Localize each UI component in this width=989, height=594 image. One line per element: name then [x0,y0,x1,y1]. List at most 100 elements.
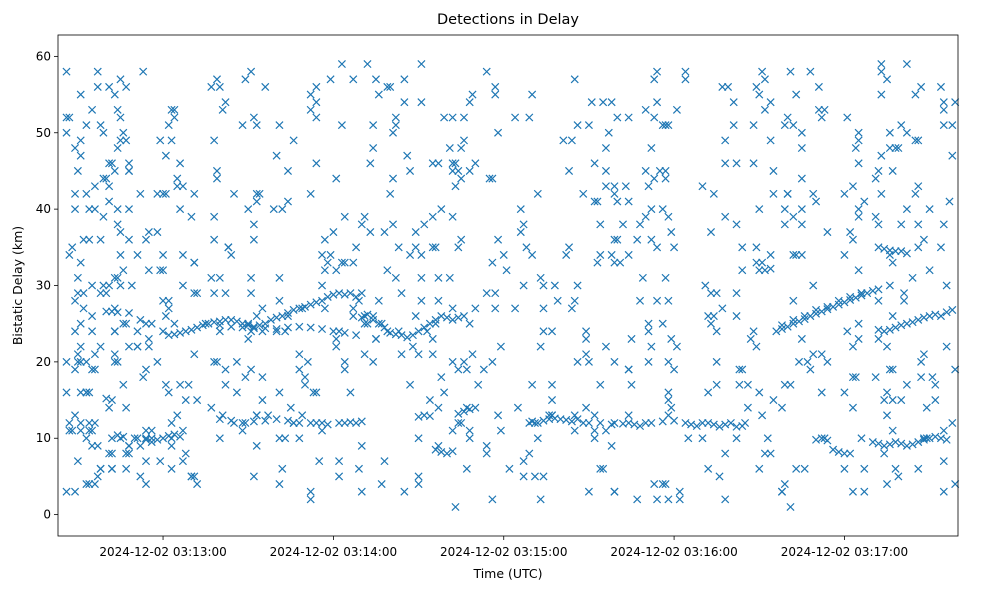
data-point-marker [658,319,667,328]
data-point-marker [335,418,344,427]
data-point-marker [283,197,292,206]
data-point-marker [948,305,957,314]
data-point-marker [661,121,670,130]
data-point-marker [88,312,97,321]
data-point-marker [732,289,741,298]
data-point-marker [190,472,199,481]
data-point-marker [275,434,284,443]
data-point-marker [885,281,894,290]
data-point-marker [735,380,744,389]
data-point-marker [352,243,361,252]
data-point-marker [212,174,222,183]
data-point-marker [851,144,860,153]
data-point-marker [82,189,91,198]
data-point-marker [848,403,857,412]
data-point-marker [79,235,88,244]
data-point-marker [919,235,928,244]
data-point-marker [763,434,772,443]
data-point-marker [840,250,849,259]
data-point-marker [888,166,897,175]
data-point-marker [914,220,923,229]
data-point-marker [817,388,826,397]
data-point-marker [306,90,315,99]
data-point-marker [99,128,108,137]
data-point-marker [312,298,321,307]
data-point-marker [454,166,463,175]
data-point-marker [232,388,241,397]
series-band-9km [812,432,951,458]
data-point-marker [854,334,863,343]
data-point-marker [295,350,304,359]
data-point-marker [110,90,119,99]
data-point-marker [519,457,528,466]
data-point-marker [187,472,196,481]
data-point-marker [442,313,451,322]
data-point-marker [928,373,937,382]
data-point-marker [573,281,582,290]
data-point-marker [840,388,849,397]
data-point-marker [312,113,321,122]
data-point-marker [809,189,818,198]
data-point-marker [749,327,758,336]
data-point-marker [462,365,471,374]
data-point-marker [96,289,105,298]
data-point-marker [428,350,437,359]
data-point-marker [494,128,503,137]
data-point-marker [874,325,883,334]
data-point-marker [124,449,134,458]
data-point-marker [596,220,605,229]
data-point-marker [499,250,508,259]
data-point-marker [601,166,610,175]
data-point-marker [939,487,948,496]
data-point-marker [164,121,173,130]
data-point-marker [641,105,650,114]
data-point-marker [312,388,321,397]
data-point-marker [661,273,670,282]
data-point-marker [167,441,176,450]
data-point-marker [107,464,116,473]
data-point-marker [919,434,928,443]
data-point-marker [809,350,818,359]
data-point-marker [90,365,99,374]
data-point-marker [769,166,778,175]
data-point-marker [448,159,457,168]
data-point-marker [346,388,355,397]
data-point-marker [434,273,443,282]
data-point-marker [885,365,894,374]
data-point-marker [939,105,948,114]
data-point-marker [936,243,945,252]
data-point-marker [533,418,542,427]
data-point-marker [212,166,222,175]
data-point-marker [667,403,676,412]
data-point-marker [76,357,85,366]
data-point-marker [170,330,179,339]
data-point-marker [417,273,426,282]
data-point-marker [743,403,752,412]
series-scatter-clutter [62,59,960,512]
data-point-marker [90,182,99,191]
data-point-marker [448,304,457,313]
data-point-marker [258,396,267,405]
data-point-marker [79,289,88,298]
data-point-marker [431,319,440,328]
data-point-marker [181,396,190,405]
data-point-marker [193,323,202,332]
data-point-marker [411,228,420,237]
data-point-marker [596,418,605,427]
data-point-marker [113,308,122,317]
data-point-marker [124,166,134,175]
data-point-marker [670,365,679,374]
data-point-marker [806,67,815,76]
data-point-marker [661,166,670,175]
data-point-marker [817,434,826,443]
data-point-marker [122,464,131,473]
data-point-marker [846,292,855,301]
data-point-marker [454,418,463,427]
data-point-marker [423,327,432,336]
data-point-marker [90,418,99,427]
data-point-marker [635,220,645,229]
data-point-marker [874,285,883,294]
data-point-marker [627,380,636,389]
data-point-marker [885,250,894,259]
data-point-marker [729,98,738,107]
